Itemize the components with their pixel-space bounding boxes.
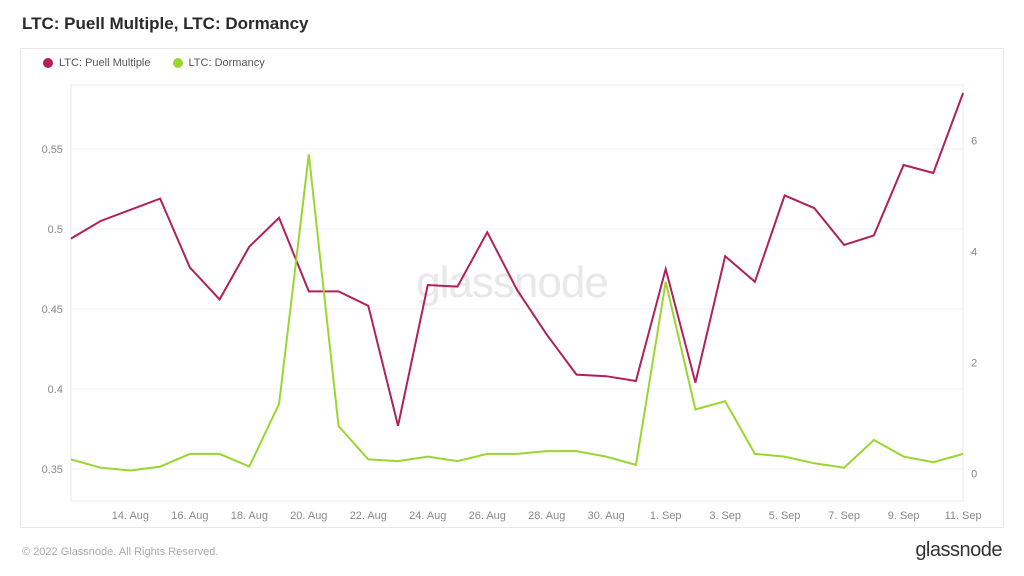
svg-text:20. Aug: 20. Aug bbox=[290, 510, 327, 522]
chart-container: LTC: Puell MultipleLTC: Dormancy glassno… bbox=[20, 48, 1004, 528]
svg-text:11. Sep: 11. Sep bbox=[945, 510, 982, 522]
svg-text:0.5: 0.5 bbox=[48, 224, 63, 236]
legend-swatch bbox=[43, 58, 53, 68]
svg-text:5. Sep: 5. Sep bbox=[769, 510, 801, 522]
svg-text:6: 6 bbox=[971, 135, 977, 147]
legend-swatch bbox=[173, 58, 183, 68]
legend-label: LTC: Dormancy bbox=[189, 57, 265, 69]
svg-text:2: 2 bbox=[971, 357, 977, 369]
legend-item: LTC: Dormancy bbox=[173, 57, 265, 69]
svg-text:28. Aug: 28. Aug bbox=[528, 510, 565, 522]
svg-text:4: 4 bbox=[971, 246, 977, 258]
svg-text:3. Sep: 3. Sep bbox=[709, 510, 741, 522]
svg-text:18. Aug: 18. Aug bbox=[231, 510, 268, 522]
svg-text:7. Sep: 7. Sep bbox=[828, 510, 860, 522]
page-title: LTC: Puell Multiple, LTC: Dormancy bbox=[22, 14, 309, 34]
svg-text:24. Aug: 24. Aug bbox=[409, 510, 446, 522]
legend-label: LTC: Puell Multiple bbox=[59, 57, 151, 69]
series-dormancy bbox=[71, 154, 963, 470]
svg-text:0.35: 0.35 bbox=[42, 464, 63, 476]
svg-text:22. Aug: 22. Aug bbox=[350, 510, 387, 522]
legend: LTC: Puell Multiple LTC: Dormancy bbox=[43, 57, 265, 69]
brand-logo: glassnode bbox=[915, 539, 1002, 562]
svg-text:16. Aug: 16. Aug bbox=[171, 510, 208, 522]
svg-text:0.55: 0.55 bbox=[42, 144, 63, 156]
copyright: © 2022 Glassnode. All Rights Reserved. bbox=[22, 546, 218, 558]
chart-svg: 0.35 0.4 0.45 0.5 0.55 0 2 4 6 14. Aug 16. Aug 18. … bbox=[21, 75, 1003, 529]
series-puell bbox=[71, 93, 963, 426]
svg-text:0.4: 0.4 bbox=[48, 384, 63, 396]
svg-text:30. Aug: 30. Aug bbox=[588, 510, 625, 522]
svg-text:14. Aug: 14. Aug bbox=[112, 510, 149, 522]
svg-text:1. Sep: 1. Sep bbox=[650, 510, 682, 522]
svg-text:0: 0 bbox=[971, 468, 977, 480]
svg-text:26. Aug: 26. Aug bbox=[469, 510, 506, 522]
svg-text:9. Sep: 9. Sep bbox=[888, 510, 920, 522]
svg-text:0.45: 0.45 bbox=[42, 304, 63, 316]
legend-item: LTC: Puell Multiple bbox=[43, 57, 151, 69]
